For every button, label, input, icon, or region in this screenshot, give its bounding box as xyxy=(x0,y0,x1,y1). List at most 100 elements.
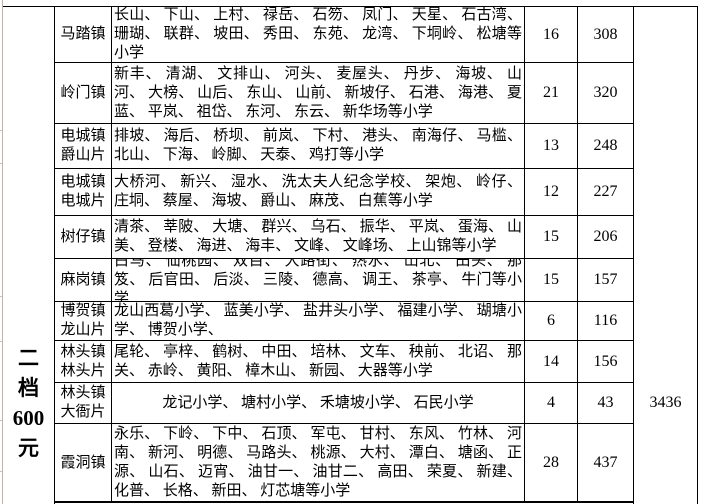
table-row: 电城镇电城片 大桥河、 新兴、 湿水、 洗太夫人纪念学校、 架炮、 岭仔、 庄垌… xyxy=(55,169,633,216)
school-count-cell[interactable]: 4 xyxy=(525,383,578,423)
town-cell[interactable]: 树仔镇 xyxy=(55,216,112,258)
school-count: 28 xyxy=(543,454,559,471)
town-name: 电城镇爵山片 xyxy=(60,128,106,163)
school-count-cell[interactable]: 15 xyxy=(525,216,578,258)
town-cell[interactable]: 岭门镇 xyxy=(55,63,112,123)
school-count: 14 xyxy=(543,352,559,370)
town-cell[interactable]: 林头镇林头片 xyxy=(55,341,112,382)
value-cell[interactable]: 320 xyxy=(578,63,633,123)
schools-cell[interactable]: 永乐、 下岭、 下中、 石顶、 军屯、 甘村、 东风、 竹林、 河南、 新河、 … xyxy=(112,424,525,502)
town-name: 麻岗镇 xyxy=(60,271,106,288)
school-count: 6 xyxy=(547,312,555,329)
schools-cell[interactable]: 龙山西葛小学、 蓝美小学、 盐井头小学、 福建小学、 瑚塘小学、 博贺小学、 xyxy=(112,302,525,340)
school-count: 21 xyxy=(543,84,559,101)
town-cell[interactable]: 麻岗镇 xyxy=(55,259,112,301)
value-cell[interactable]: 43 xyxy=(578,383,633,423)
total-value: 3436 xyxy=(649,394,682,411)
value-cell[interactable]: 156 xyxy=(578,341,633,382)
value: 206 xyxy=(593,228,618,245)
school-list: 清茶、 莘陂、 大塘、 群兴、 乌石、 振华、 平岚、 蛋海、 山美、 登楼、 … xyxy=(114,219,522,254)
fee-tier-cell[interactable]: 二 档 600 元 xyxy=(3,6,55,504)
schools-cell[interactable]: 龙记小学、 塘村小学、 禾塘坡小学、 石民小学 xyxy=(112,383,525,423)
school-count-cell[interactable]: 28 xyxy=(525,424,578,502)
spreadsheet-gridline xyxy=(0,163,3,164)
schools-cell[interactable]: 大桥河、 新兴、 湿水、 洗太夫人纪念学校、 架炮、 岭仔、 庄垌、 蔡屋、 海… xyxy=(112,169,525,215)
school-count-cell[interactable]: 6 xyxy=(525,302,578,340)
value-cell[interactable]: 227 xyxy=(578,169,633,215)
school-count: 16 xyxy=(543,25,559,43)
school-count-cell[interactable]: 15 xyxy=(525,259,578,301)
town-name: 电城镇电城片 xyxy=(60,174,106,209)
school-list: 白马、 仙桃园、 双目、 大路街、 热水、 山北、 田头、 那笈、 后官田、 后… xyxy=(114,259,522,301)
town-cell[interactable]: 霞洞镇 xyxy=(55,424,112,502)
school-list: 长山、 下山、 上村、 禄岳、 石笏、 凤门、 天星、 石古湾、 珊瑚、 联群、… xyxy=(114,7,522,61)
table-body: 马踏镇 长山、 下山、 上村、 禄岳、 石笏、 凤门、 天星、 石古湾、 珊瑚、… xyxy=(55,7,633,503)
table-row: 电城镇爵山片 排坡、 海后、 桥坝、 前岚、 下村、 港头、 南海仔、 马槛、 … xyxy=(55,124,633,169)
fee-tier-label: 二 档 600 元 xyxy=(12,346,45,460)
value-cell[interactable]: 437 xyxy=(578,424,633,502)
table-top-border xyxy=(3,6,698,7)
town-name: 马踏镇 xyxy=(60,26,106,42)
school-count: 13 xyxy=(543,137,559,154)
town-name: 林头镇林头片 xyxy=(60,343,106,379)
town-name: 树仔镇 xyxy=(60,228,106,245)
school-count: 15 xyxy=(543,228,559,245)
table-row: 树仔镇 清茶、 莘陂、 大塘、 群兴、 乌石、 振华、 平岚、 蛋海、 山美、 … xyxy=(55,216,633,259)
spreadsheet-gridline xyxy=(0,341,3,342)
school-count-cell[interactable]: 14 xyxy=(525,341,578,382)
school-list: 新丰、 清湖、 文排山、 河头、 麦屋头、 丹步、 海坡、 山河、 大榜、 山后… xyxy=(114,65,522,120)
school-list: 永乐、 下岭、 下中、 石顶、 军屯、 甘村、 东风、 竹林、 河南、 新河、 … xyxy=(114,426,522,499)
total-cell[interactable]: 3436 xyxy=(633,6,698,504)
town-name: 岭门镇 xyxy=(60,84,106,101)
spreadsheet-gridline xyxy=(0,130,3,131)
table-row: 博贺镇龙山片 龙山西葛小学、 蓝美小学、 盐井头小学、 福建小学、 瑚塘小学、 … xyxy=(55,302,633,341)
value: 320 xyxy=(593,84,618,101)
school-count-cell[interactable]: 16 xyxy=(525,7,578,62)
town-name: 霞洞镇 xyxy=(60,454,106,471)
town-name: 博贺镇龙山片 xyxy=(60,303,106,338)
value: 248 xyxy=(593,137,618,154)
spreadsheet-gridline xyxy=(0,296,3,297)
spreadsheet-gridline xyxy=(0,471,3,472)
value: 308 xyxy=(593,25,618,43)
school-list: 龙山西葛小学、 蓝美小学、 盐井头小学、 福建小学、 瑚塘小学、 博贺小学、 xyxy=(114,303,522,338)
school-count-cell[interactable]: 13 xyxy=(525,124,578,168)
value-cell[interactable]: 206 xyxy=(578,216,633,258)
schools-cell[interactable]: 长山、 下山、 上村、 禄岳、 石笏、 凤门、 天星、 石古湾、 珊瑚、 联群、… xyxy=(112,7,525,62)
schools-cell[interactable]: 清茶、 莘陂、 大塘、 群兴、 乌石、 振华、 平岚、 蛋海、 山美、 登楼、 … xyxy=(112,216,525,258)
spreadsheet-gridline xyxy=(0,420,3,421)
school-list: 排坡、 海后、 桥坝、 前岚、 下村、 港头、 南海仔、 马槛、 北山、 下海、… xyxy=(114,128,522,163)
schools-cell[interactable]: 尾轮、 亭梓、 鹤树、 中田、 培林、 文车、 秧前、 北诏、 那关、 赤岭、 … xyxy=(112,341,525,382)
school-count-cell[interactable]: 12 xyxy=(525,169,578,215)
table-row: 林头镇大衙片 龙记小学、 塘村小学、 禾塘坡小学、 石民小学 4 43 xyxy=(55,383,633,424)
table-row: 麻岗镇 白马、 仙桃园、 双目、 大路街、 热水、 山北、 田头、 那笈、 后官… xyxy=(55,259,633,302)
town-cell[interactable]: 马踏镇 xyxy=(55,7,112,62)
table-bottom-border xyxy=(55,501,633,502)
table-row: 林头镇林头片 尾轮、 亭梓、 鹤树、 中田、 培林、 文车、 秧前、 北诏、 那… xyxy=(55,341,633,383)
spreadsheet-gridline xyxy=(2,0,3,504)
value: 157 xyxy=(593,271,618,288)
school-list: 龙记小学、 塘村小学、 禾塘坡小学、 石民小学 xyxy=(162,394,474,411)
schools-cell[interactable]: 排坡、 海后、 桥坝、 前岚、 下村、 港头、 南海仔、 马槛、 北山、 下海、… xyxy=(112,124,525,168)
town-cell[interactable]: 林头镇大衙片 xyxy=(55,383,112,423)
schools-cell[interactable]: 白马、 仙桃园、 双目、 大路街、 热水、 山北、 田头、 那笈、 后官田、 后… xyxy=(112,259,525,301)
school-count-cell[interactable]: 21 xyxy=(525,63,578,123)
value-cell[interactable]: 116 xyxy=(578,302,633,340)
value-cell[interactable]: 308 xyxy=(578,7,633,62)
table-row: 霞洞镇 永乐、 下岭、 下中、 石顶、 军屯、 甘村、 东风、 竹林、 河南、 … xyxy=(55,424,633,503)
school-list: 尾轮、 亭梓、 鹤树、 中田、 培林、 文车、 秧前、 北诏、 那关、 赤岭、 … xyxy=(114,343,522,379)
town-cell[interactable]: 电城镇电城片 xyxy=(55,169,112,215)
town-name: 林头镇大衙片 xyxy=(60,385,106,420)
town-cell[interactable]: 电城镇爵山片 xyxy=(55,124,112,168)
schools-cell[interactable]: 新丰、 清湖、 文排山、 河头、 麦屋头、 丹步、 海坡、 山河、 大榜、 山后… xyxy=(112,63,525,123)
value-cell[interactable]: 157 xyxy=(578,259,633,301)
school-count: 12 xyxy=(543,183,559,200)
value-cell[interactable]: 248 xyxy=(578,124,633,168)
value: 156 xyxy=(593,352,618,370)
value: 116 xyxy=(593,312,618,329)
value: 43 xyxy=(597,394,614,411)
value: 227 xyxy=(593,183,618,200)
table-row: 岭门镇 新丰、 清湖、 文排山、 河头、 麦屋头、 丹步、 海坡、 山河、 大榜… xyxy=(55,63,633,124)
town-cell[interactable]: 博贺镇龙山片 xyxy=(55,302,112,340)
